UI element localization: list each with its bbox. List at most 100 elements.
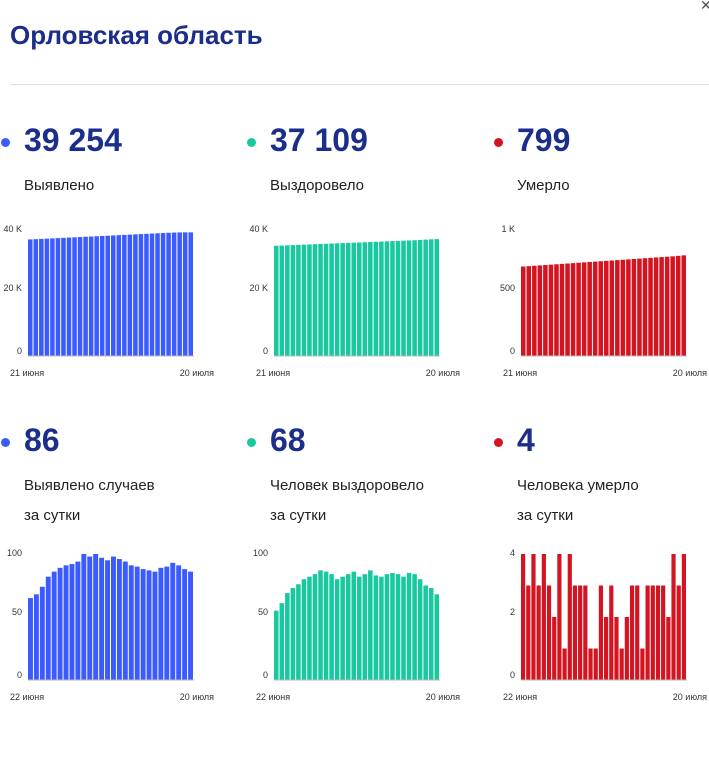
y-tick-label: 40 K — [3, 224, 22, 234]
bar — [554, 264, 559, 356]
bar — [379, 576, 384, 680]
bar — [28, 239, 33, 356]
bar — [99, 557, 105, 680]
bar — [296, 244, 301, 356]
stat-card-deaths-total: 799 Умерло 0 500 1 K 21 июня 20 июля — [493, 122, 709, 462]
bar — [423, 585, 428, 680]
bar — [149, 233, 155, 356]
bar — [279, 603, 285, 680]
bar — [301, 579, 307, 680]
y-tick-label: 2 — [510, 607, 515, 617]
bar — [66, 237, 72, 356]
bar — [642, 258, 648, 356]
bar-chart: 0 50 100 22 июня 20 июля — [253, 548, 460, 702]
bar — [681, 255, 686, 356]
x-end-label: 20 июля — [673, 692, 707, 702]
bar — [111, 556, 116, 680]
bar — [51, 571, 57, 680]
bar — [417, 239, 423, 356]
stat-label-line: за сутки — [517, 507, 574, 524]
bar — [94, 236, 99, 356]
stat-card-recovered-total: 37 109 Выздоровело 0 20 K 40 K 21 июня 20 июля — [246, 122, 486, 462]
legend-dot — [1, 438, 10, 447]
bar — [69, 564, 75, 680]
bar — [681, 554, 686, 680]
bar-chart: 0 20 K 40 K 21 июня 20 июля — [3, 224, 214, 378]
bar — [395, 574, 401, 680]
bar — [373, 241, 379, 356]
bar — [87, 556, 93, 680]
x-end-label: 20 июля — [180, 368, 214, 378]
bar — [615, 260, 620, 356]
bar — [274, 245, 279, 356]
y-tick-label: 1 K — [501, 224, 515, 234]
stat-label-line: за сутки — [24, 507, 81, 524]
bar — [637, 258, 642, 356]
close-icon[interactable]: ✕ — [700, 0, 709, 13]
bar — [61, 237, 66, 356]
bar — [428, 588, 434, 680]
bar — [552, 617, 557, 680]
bar — [122, 234, 127, 356]
x-start-label: 22 июня — [256, 692, 290, 702]
bar — [373, 575, 379, 680]
stat-card-detected-daily: 86 Выявлено случаев за сутки 0 50 100 22 июня 2… — [0, 422, 240, 762]
bar — [521, 554, 526, 680]
bar — [543, 265, 548, 356]
bar — [77, 237, 83, 356]
bar — [604, 617, 609, 680]
bar — [384, 574, 390, 680]
bar — [81, 554, 87, 680]
bar — [401, 240, 406, 356]
x-start-label: 22 июня — [10, 692, 44, 702]
stat-card-deaths-daily: 4 Человека умерло за сутки 0 2 4 22 июня 20 июл… — [493, 422, 709, 762]
bar — [285, 593, 290, 680]
bar — [562, 648, 567, 680]
bar — [301, 244, 307, 356]
bar — [648, 257, 653, 356]
bar — [176, 565, 182, 680]
bar — [593, 648, 598, 680]
stat-label-line: Человек выздоровело — [270, 477, 424, 494]
bar — [592, 261, 598, 356]
bar — [676, 585, 681, 680]
stat-value: 86 — [24, 422, 60, 458]
stat-value: 39 254 — [24, 122, 122, 158]
bar — [434, 239, 439, 356]
bar — [541, 554, 546, 680]
bar-chart: 0 2 4 22 июня 20 июля — [503, 548, 707, 702]
bar — [158, 567, 164, 680]
bar — [116, 235, 122, 356]
bar — [395, 240, 401, 356]
stat-label-line: Выздоровело — [270, 177, 365, 194]
bar — [279, 245, 285, 356]
bar — [666, 617, 671, 680]
bar — [83, 236, 88, 356]
stat-value: 37 109 — [270, 122, 368, 158]
bar — [362, 574, 368, 680]
bar — [290, 245, 296, 356]
bar — [614, 617, 619, 680]
bar — [357, 576, 362, 680]
bar — [417, 579, 423, 680]
bar — [72, 237, 77, 356]
bar — [155, 233, 160, 356]
bar — [307, 576, 312, 680]
bar — [28, 598, 33, 680]
bar — [182, 232, 188, 356]
bar — [345, 574, 351, 680]
bar — [588, 648, 593, 680]
bar — [134, 566, 140, 680]
stat-card-recovered-daily: 68 Человек выздоровело за сутки 0 50 100 22 ию… — [246, 422, 486, 762]
bar — [318, 570, 323, 680]
bar — [33, 239, 39, 356]
bar — [368, 570, 373, 680]
bar — [521, 266, 526, 356]
header-divider — [10, 84, 709, 85]
bar — [307, 244, 312, 356]
stat-card-detected-total: 39 254 Выявлено 0 20 K 40 K 21 июня 20 июля — [0, 122, 240, 462]
bar — [581, 262, 587, 356]
bar — [44, 238, 50, 356]
bar — [620, 259, 626, 356]
bar — [140, 569, 146, 680]
